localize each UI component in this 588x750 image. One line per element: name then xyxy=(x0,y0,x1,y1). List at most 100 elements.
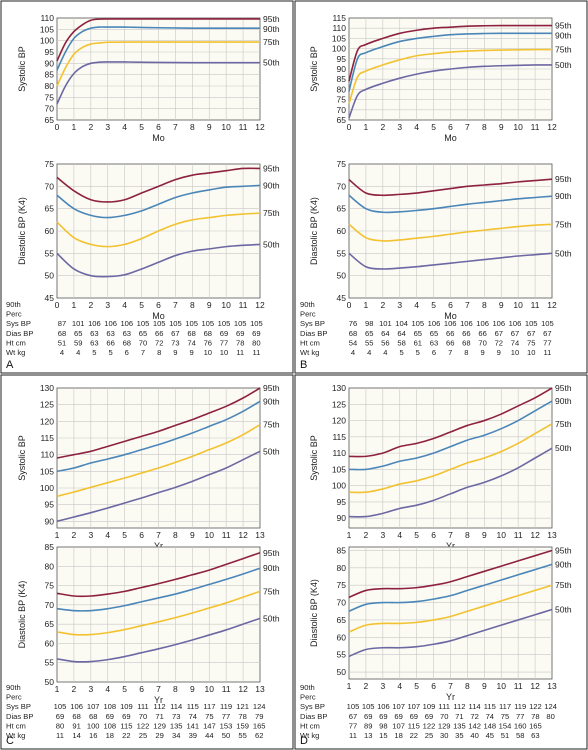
table-cell: 142 xyxy=(468,721,481,730)
x-tick-label: 1 xyxy=(55,684,60,694)
table-cell: 71 xyxy=(155,712,163,721)
table-cell: 80 xyxy=(56,721,64,730)
y-tick-label: 55 xyxy=(45,658,55,668)
table-cell: 135 xyxy=(170,721,183,730)
table-cell: 8 xyxy=(157,348,161,357)
table-cell: 115 xyxy=(484,702,496,711)
table-cell: 55 xyxy=(365,338,373,347)
x-tick-label: 13 xyxy=(547,681,557,691)
x-tick-label: 9 xyxy=(499,122,504,132)
y-tick-label: 60 xyxy=(45,638,55,648)
table-cell: 6 xyxy=(125,348,129,357)
table-cell: 6 xyxy=(432,348,436,357)
table-cell: 148 xyxy=(483,721,496,730)
table-cell: 124 xyxy=(253,702,266,711)
table-cell: 75 xyxy=(205,712,213,721)
x-tick-label: 3 xyxy=(88,530,93,540)
table-cell: 105 xyxy=(185,319,198,328)
chart-c-systolic: 1 2 3 4 5 6 7 8 9 10 11 12 1390951001051101151201251… xyxy=(17,383,280,551)
series-label-p50: 50th xyxy=(263,446,280,456)
table-cell: 68 xyxy=(349,329,357,338)
x-tick-label: 2 xyxy=(88,300,93,310)
x-tick-label: 4 xyxy=(122,300,127,310)
x-tick-label: 13 xyxy=(255,684,265,694)
x-tick-label: 5 xyxy=(431,300,436,310)
y-tick-label: 120 xyxy=(332,416,346,426)
x-tick-label: 1 xyxy=(72,300,77,310)
x-tick-label: 3 xyxy=(88,684,93,694)
table-cell: 65 xyxy=(365,329,373,338)
x-tick-label: 2 xyxy=(72,530,77,540)
table-row-label: Ht cm xyxy=(6,338,26,347)
table-cell: 105 xyxy=(234,319,247,328)
series-label-p90: 90th xyxy=(555,31,572,41)
table-cell: 63 xyxy=(90,329,98,338)
x-tick-label: 4 xyxy=(122,122,127,132)
table-row-label: Wt kg xyxy=(300,731,319,740)
x-tick-label: 4 xyxy=(397,681,402,691)
table-cell: 4 xyxy=(76,348,80,357)
table-cell: 114 xyxy=(469,702,481,711)
x-tick-label: 12 xyxy=(530,681,540,691)
panel-frame-d xyxy=(294,374,588,750)
x-tick-label: 10 xyxy=(497,681,507,691)
x-tick-label: 5 xyxy=(139,122,144,132)
series-label-p95: 95th xyxy=(555,174,572,184)
table-cell: 16 xyxy=(89,731,97,740)
x-tick-label: 11 xyxy=(222,684,231,694)
y-tick-label: 110 xyxy=(332,23,346,33)
x-tick-label: 8 xyxy=(173,530,178,540)
x-tick-label: 0 xyxy=(347,300,352,310)
table-cell: 66 xyxy=(446,329,454,338)
table-cell: 5 xyxy=(92,348,96,357)
x-tick-label: 7 xyxy=(156,530,161,540)
x-tick-label: 1 xyxy=(364,122,369,132)
table-cell: 106 xyxy=(460,319,473,328)
table-cell: 100 xyxy=(87,721,100,730)
table-cell: 67 xyxy=(171,329,179,338)
table-cell: 68 xyxy=(89,712,97,721)
series-line-p50 xyxy=(348,64,553,119)
series-line-p75 xyxy=(56,590,261,636)
series-label-p50: 50th xyxy=(555,248,572,258)
x-tick-label: 2 xyxy=(72,684,77,694)
series-label-p95: 95th xyxy=(263,548,280,558)
y-tick-label: 75 xyxy=(337,95,347,105)
table-cell: 106 xyxy=(377,702,390,711)
y-tick-label: 45 xyxy=(337,293,347,303)
table-cell: 68 xyxy=(58,329,66,338)
y-tick-label: 70 xyxy=(45,600,55,610)
series-label-p95: 95th xyxy=(555,383,572,393)
panel-frame-c xyxy=(0,374,294,750)
table-cell: 106 xyxy=(70,702,83,711)
series-label-p90: 90th xyxy=(263,396,280,406)
x-axis-label: Mo xyxy=(152,311,165,321)
table-cell: 66 xyxy=(462,329,470,338)
table-cell: 165 xyxy=(253,721,266,730)
x-tick-label: 6 xyxy=(431,530,436,540)
y-tick-label: 50 xyxy=(45,677,55,687)
table-row-label: Ht cm xyxy=(6,721,26,730)
series-label-p75: 75th xyxy=(555,219,572,229)
table-cell: 129 xyxy=(438,721,451,730)
table-row-label: Perc xyxy=(6,310,22,319)
table-cell: 13 xyxy=(364,731,372,740)
series-label-p95: 95th xyxy=(263,14,280,24)
table-cell: 153 xyxy=(220,721,233,730)
table-cell: 105 xyxy=(169,319,182,328)
table-cell: 5 xyxy=(108,348,112,357)
x-axis-label: Mo xyxy=(444,311,457,321)
x-tick-label: 1 xyxy=(364,300,369,310)
table-cell: 159 xyxy=(236,721,249,730)
table-row-label: Dias BP xyxy=(300,329,327,338)
table-cell: 18 xyxy=(394,731,402,740)
table-cell: 64 xyxy=(381,329,389,338)
table-cell: 70 xyxy=(440,712,448,721)
x-tick-label: 4 xyxy=(414,122,419,132)
table-cell: 115 xyxy=(120,721,132,730)
table-cell: 108 xyxy=(103,721,116,730)
table-cell: 34 xyxy=(172,731,180,740)
table-cell: 160 xyxy=(514,721,527,730)
x-tick-label: 3 xyxy=(105,300,110,310)
